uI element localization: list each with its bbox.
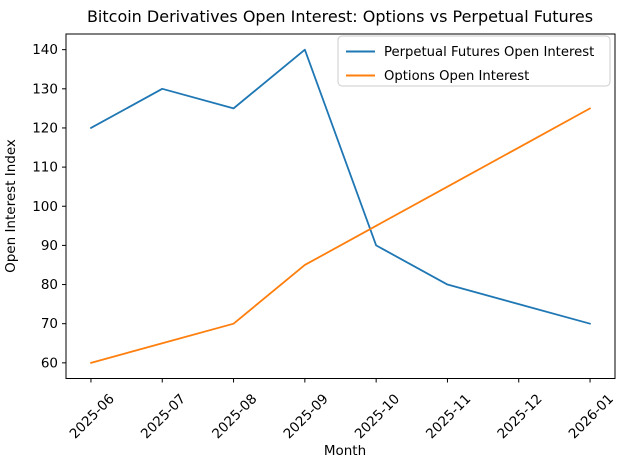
x-axis: 2025-06 2025-07 2025-08 2025-09 2025-10 2025-…	[67, 378, 617, 442]
x-tick-label: 2025-12	[494, 391, 545, 442]
x-tick-label: 2025-10	[352, 391, 403, 442]
x-tick-label: 2025-08	[209, 391, 260, 442]
x-tick-label: 2025-06	[67, 391, 118, 442]
series-lines	[90, 48, 591, 364]
series-line-options	[90, 107, 591, 364]
y-tick-label: 130	[32, 81, 58, 97]
legend-label-options: Options Open Interest	[384, 69, 529, 84]
x-tick-label: 2026-01	[566, 391, 617, 442]
x-axis-label: Month	[324, 443, 366, 459]
legend-label-perpetual-futures: Perpetual Futures Open Interest	[384, 45, 594, 60]
x-tick-label: 2025-09	[280, 391, 331, 442]
legend-box	[337, 35, 611, 87]
y-axis: 60 70 80 90 100 110 120 130 140	[32, 42, 66, 371]
chart-title: Bitcoin Derivatives Open Interest: Optio…	[87, 7, 593, 26]
x-tick-label: 2025-11	[423, 391, 474, 442]
y-tick-label: 60	[41, 355, 58, 371]
y-tick-label: 140	[32, 42, 58, 58]
y-tick-label: 100	[32, 199, 58, 215]
y-tick-label: 90	[41, 238, 58, 254]
y-tick-label: 110	[32, 160, 58, 176]
x-tick-label: 2025-07	[138, 391, 189, 442]
y-tick-label: 80	[41, 277, 58, 293]
y-tick-label: 120	[32, 120, 58, 136]
series-line-perpetual-futures	[90, 48, 591, 325]
y-axis-label: Open Interest Index	[3, 139, 19, 273]
legend: Perpetual Futures Open Interest Options …	[337, 35, 611, 87]
y-tick-label: 70	[41, 316, 58, 332]
